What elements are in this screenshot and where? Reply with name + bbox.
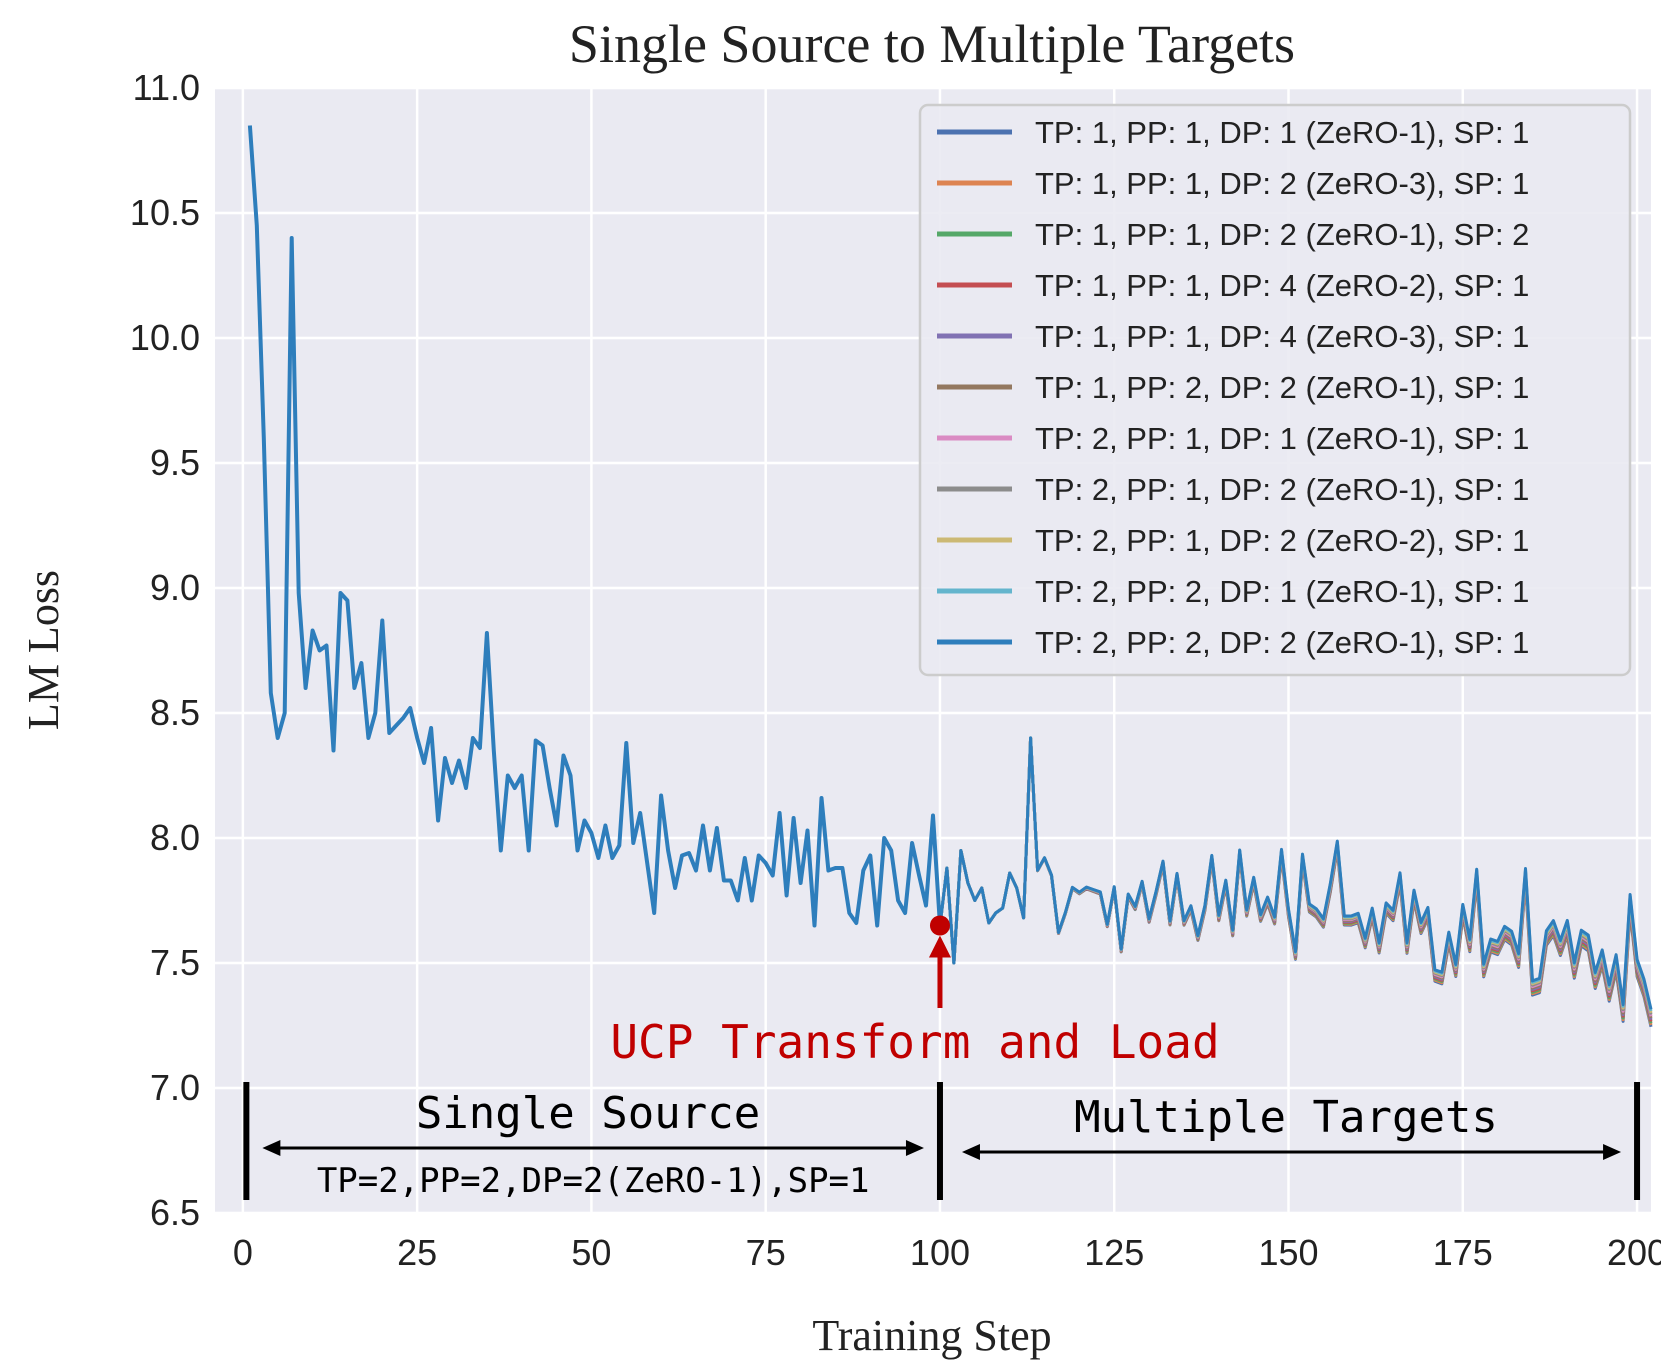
single-source-arrow-head-right [905,1140,924,1156]
x-tick-label: 125 [1084,1232,1144,1273]
legend: TP: 1, PP: 1, DP: 1 (ZeRO-1), SP: 1 TP: 1… [918,103,1632,677]
series-line [938,736,1653,1010]
transform-arrow-head [928,935,951,958]
x-tick-label: 175 [1433,1232,1493,1273]
x-tick-label: 150 [1258,1232,1318,1273]
x-axis-label: Training Step [812,1311,1051,1360]
y-tick-label: 8.0 [150,817,200,858]
single-source-config-label: TP=2,PP=2,DP=2(ZeRO-1),SP=1 [317,1161,870,1201]
chart-title: Single Source to Multiple Targets [569,14,1295,74]
multiple-targets-arrow-head-left [961,1144,980,1160]
annotations: UCP Transform and Load Single Source TP=2,… [243,915,1641,1201]
y-tick-label: 10.5 [130,192,200,233]
series-lines [247,125,1653,1028]
x-tick-label: 200 [1607,1232,1661,1273]
y-tick-label: 11.0 [133,67,200,108]
legend-entry-label: TP: 2, PP: 1, DP: 1 (ZeRO-1), SP: 1 [1035,421,1529,456]
legend-entry-label: TP: 2, PP: 1, DP: 2 (ZeRO-1), SP: 1 [1035,472,1529,507]
legend-entry-label: TP: 1, PP: 1, DP: 2 (ZeRO-3), SP: 1 [1035,166,1529,201]
y-tick-label: 9.5 [150,442,200,483]
y-tick-label: 9.0 [150,567,200,608]
single-source-arrow-head-left [262,1140,281,1156]
x-tick-label: 0 [233,1232,253,1273]
legend-entry-label: TP: 2, PP: 2, DP: 2 (ZeRO-1), SP: 1 [1035,625,1529,660]
multiple-targets-arrow-head-right [1603,1144,1622,1160]
legend-entry-label: TP: 1, PP: 1, DP: 2 (ZeRO-1), SP: 2 [1035,217,1529,252]
y-axis-ticks: 6.5 7.0 7.5 8.0 8.5 9.0 9.5 10.0 10.5 11.0 [130,67,200,1233]
x-tick-label: 50 [571,1232,611,1273]
legend-entry-label: TP: 2, PP: 1, DP: 2 (ZeRO-2), SP: 1 [1035,523,1529,558]
series-line-source [247,125,942,928]
legend-entry-label: TP: 1, PP: 1, DP: 1 (ZeRO-1), SP: 1 [1035,115,1529,150]
legend-entry-label: TP: 1, PP: 1, DP: 4 (ZeRO-3), SP: 1 [1035,319,1529,354]
x-axis-ticks: 0 25 50 75 100 125 150 175 200 [233,1232,1661,1273]
legend-entry-label: TP: 1, PP: 2, DP: 2 (ZeRO-1), SP: 1 [1035,370,1529,405]
single-source-label: Single Source [416,1088,760,1139]
y-tick-label: 7.0 [150,1067,200,1108]
y-tick-label: 10.0 [130,317,200,358]
transform-point-marker [929,915,950,936]
y-tick-label: 8.5 [150,692,200,733]
y-tick-label: 6.5 [150,1192,200,1233]
x-tick-label: 25 [397,1232,437,1273]
legend-entry-label: TP: 2, PP: 2, DP: 1 (ZeRO-1), SP: 1 [1035,574,1529,609]
legend-box [918,103,1632,677]
legend-entry-label: TP: 1, PP: 1, DP: 4 (ZeRO-2), SP: 1 [1035,268,1529,303]
transform-annotation-label: UCP Transform and Load [610,1015,1219,1069]
y-tick-label: 7.5 [150,942,200,983]
y-axis-label: LM Loss [19,570,68,730]
x-tick-label: 75 [746,1232,786,1273]
x-tick-label: 100 [910,1232,970,1273]
multiple-targets-label: Multiple Targets [1074,1092,1498,1143]
